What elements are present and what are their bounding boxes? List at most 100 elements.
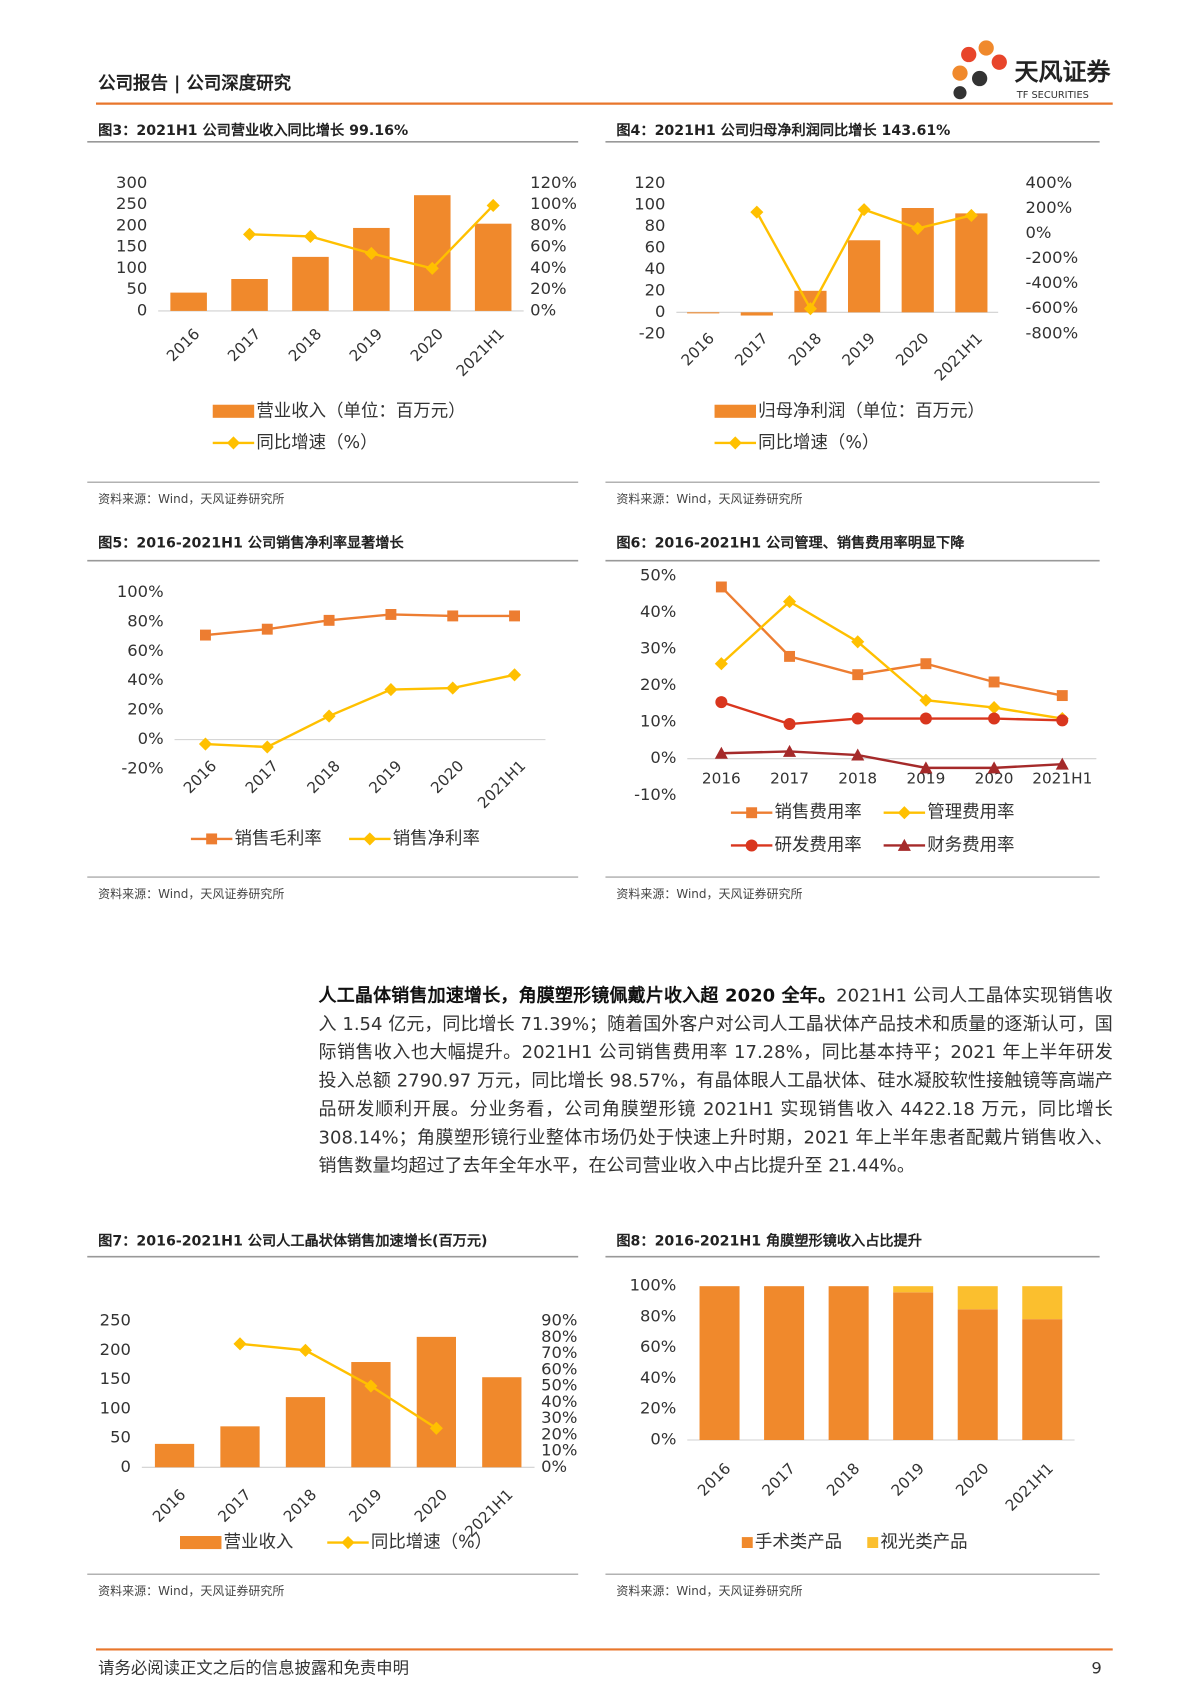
bar xyxy=(740,312,773,316)
y-tick-label: 40% xyxy=(127,670,163,689)
marker xyxy=(447,610,459,622)
marker xyxy=(508,668,522,682)
marker xyxy=(988,712,1001,725)
x-tick-label: 2020 xyxy=(892,329,932,369)
bar xyxy=(414,195,451,311)
y2-tick-label: -400% xyxy=(1025,273,1078,292)
bar xyxy=(170,292,207,311)
figure-title: 图5：2016-2021H1 公司销售净利率显著增长 xyxy=(98,534,404,551)
marker xyxy=(1056,690,1068,702)
figure: 图7：2016-2021H1 公司人工晶状体销售加速增长(百万元) 资料来源：Wi… xyxy=(87,1232,579,1598)
bar xyxy=(955,213,988,313)
line xyxy=(720,586,1063,697)
y2-tick-label: -800% xyxy=(1025,323,1078,342)
legend-marker xyxy=(745,839,758,852)
marker xyxy=(919,712,932,725)
legend-marker xyxy=(226,436,240,450)
y-tick-label: 40% xyxy=(640,602,676,621)
y-tick-label: 100% xyxy=(117,582,164,601)
y-tick-label: 60% xyxy=(127,641,163,660)
legend-marker xyxy=(363,832,377,846)
x-tick-label: 2021H1 xyxy=(474,757,529,812)
y-tick-label: 0% xyxy=(138,729,164,748)
y-tick-label: 0 xyxy=(137,300,147,319)
y-tick-label: 50 xyxy=(110,1428,131,1447)
logo-text: 天风证券 xyxy=(1015,58,1112,86)
y2-tick-label: 10% xyxy=(541,1441,577,1460)
line xyxy=(205,673,515,749)
x-tick-label: 2017 xyxy=(759,1459,799,1499)
x-tick-label: 2016 xyxy=(180,757,220,797)
y-tick-label: 300 xyxy=(116,173,147,192)
x-tick-label: 2016 xyxy=(702,769,741,787)
figure-title: 图7：2016-2021H1 公司人工晶状体销售加速增长(百万元) xyxy=(98,1232,487,1249)
legend-marker xyxy=(728,436,742,450)
legend-marker xyxy=(897,838,911,851)
figure: 图4：2021H1 公司归母净利润同比增长 143.61% 资料来源：Wind，天… xyxy=(605,122,1100,506)
line xyxy=(239,1342,438,1430)
logo-en: TF SECURITIES xyxy=(1016,90,1089,101)
x-tick-label: 2019 xyxy=(346,325,386,365)
bar xyxy=(474,223,512,311)
marker xyxy=(988,676,1000,688)
legend-label: 销售净利率 xyxy=(393,829,480,849)
marker xyxy=(911,221,925,235)
x-tick-label: 2017 xyxy=(770,769,809,787)
marker xyxy=(509,610,520,622)
legend-marker xyxy=(746,807,758,819)
y-tick-label: -10% xyxy=(634,785,676,804)
figure-source: 资料来源：Wind，天风证券研究所 xyxy=(616,1583,802,1598)
y-tick-label: 40 xyxy=(645,259,666,278)
x-tick-label: 2020 xyxy=(407,325,447,365)
legend-swatch xyxy=(867,1537,879,1548)
marker xyxy=(385,609,397,620)
x-tick-label: 2020 xyxy=(411,1486,451,1526)
marker xyxy=(851,712,864,725)
y-tick-label: 120 xyxy=(634,173,665,192)
x-tick-label: 2016 xyxy=(149,1486,189,1526)
marker xyxy=(323,614,335,626)
marker xyxy=(783,718,796,731)
y-tick-label: 50 xyxy=(126,279,147,298)
bar xyxy=(687,312,720,314)
bar xyxy=(292,256,329,311)
bar xyxy=(1022,1286,1063,1320)
marker xyxy=(714,746,728,759)
x-tick-label: 2021H1 xyxy=(931,329,986,384)
x-tick-label: 2016 xyxy=(694,1459,734,1499)
logo-icon xyxy=(952,40,1007,100)
x-tick-label: 2019 xyxy=(365,757,405,797)
y-tick-label: 0% xyxy=(650,748,676,767)
y-tick-label: 50% xyxy=(640,566,676,585)
marker xyxy=(783,595,797,609)
x-tick-label: 2018 xyxy=(280,1486,320,1526)
marker xyxy=(803,302,817,316)
x-tick-label: 2017 xyxy=(242,757,282,797)
y-tick-label: 30% xyxy=(640,639,676,658)
figure-title: 图3：2021H1 公司营业收入同比增长 99.16% xyxy=(98,122,408,139)
y-tick-label: 60% xyxy=(640,1337,676,1356)
marker xyxy=(750,205,764,219)
marker xyxy=(784,650,795,662)
page-number: 9 xyxy=(1091,1659,1101,1678)
x-tick-label: 2020 xyxy=(952,1459,992,1499)
marker xyxy=(425,261,439,275)
marker xyxy=(783,744,797,757)
bar xyxy=(416,1336,456,1468)
y-tick-label: 0% xyxy=(650,1430,676,1449)
x-tick-label: 2017 xyxy=(731,329,771,369)
y2-tick-label: 60% xyxy=(530,237,566,256)
legend-label: 销售费用率 xyxy=(775,803,862,823)
x-tick-label: 2016 xyxy=(163,325,203,365)
figure: 图6：2016-2021H1 公司管理、销售费用率明显下降资料来源：Wind，天… xyxy=(605,534,1100,901)
figure-source: 资料来源：Wind，天风证券研究所 xyxy=(616,886,802,901)
bar xyxy=(285,1397,326,1468)
marker xyxy=(919,761,933,774)
y2-tick-label: 20% xyxy=(530,279,566,298)
y-tick-label: 250 xyxy=(116,194,147,213)
bar xyxy=(893,1286,934,1293)
figure-title: 图6：2016-2021H1 公司管理、销售费用率明显下降 xyxy=(616,534,965,551)
y2-tick-label: 40% xyxy=(530,258,566,277)
figure-source: 资料来源：Wind，天风证券研究所 xyxy=(98,491,284,506)
y-tick-label: 20 xyxy=(645,280,666,299)
